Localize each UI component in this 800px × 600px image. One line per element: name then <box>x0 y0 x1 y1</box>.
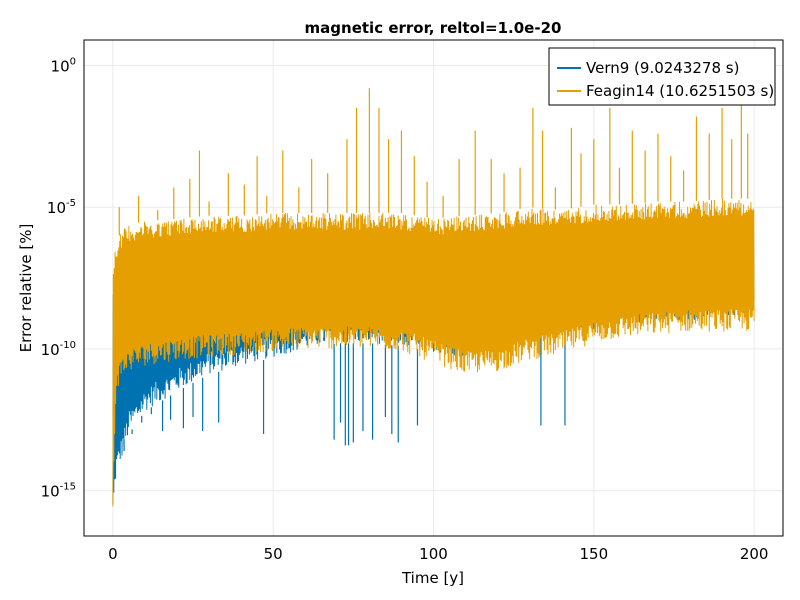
legend-label-feagin14: Feagin14 (10.6251503 s) <box>586 82 774 100</box>
y-tick-label: 100 <box>51 57 76 76</box>
x-tick-label: 150 <box>580 545 609 563</box>
x-tick-label: 100 <box>419 545 448 563</box>
y-axis-ticks: 100 10-5 10-10 10-15 <box>41 57 76 501</box>
x-tick-label: 200 <box>740 545 769 563</box>
chart-title: magnetic error, reltol=1.0e-20 <box>305 19 562 37</box>
plot-frame <box>83 39 784 537</box>
y-tick-label: 10-15 <box>41 482 76 501</box>
series-feagin14 <box>112 88 755 507</box>
series-line <box>112 198 755 507</box>
y-tick-label: 10-10 <box>41 340 76 359</box>
y-axis-label: Error relative [%] <box>17 224 35 353</box>
x-tick-label: 50 <box>264 545 283 563</box>
x-axis-label: Time [y] <box>401 569 464 587</box>
legend-label-vern9: Vern9 (9.0243278 s) <box>586 59 739 77</box>
x-tick-label: 0 <box>108 545 118 563</box>
legend: Vern9 (9.0243278 s) Feagin14 (10.6251503… <box>548 47 776 106</box>
x-axis-ticks: 0 50 100 150 200 <box>108 545 768 563</box>
series-area <box>112 88 755 507</box>
y-tick-label: 10-5 <box>47 198 76 217</box>
legend-box <box>548 47 776 106</box>
